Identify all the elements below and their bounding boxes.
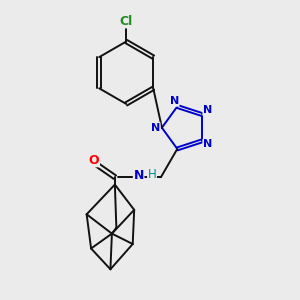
Text: N: N	[203, 105, 212, 115]
Text: Cl: Cl	[120, 15, 133, 28]
Text: N: N	[170, 96, 179, 106]
Text: N: N	[134, 169, 144, 182]
Text: H: H	[148, 168, 156, 181]
Text: N: N	[203, 140, 212, 149]
Text: N: N	[151, 123, 160, 133]
Text: O: O	[89, 154, 99, 167]
